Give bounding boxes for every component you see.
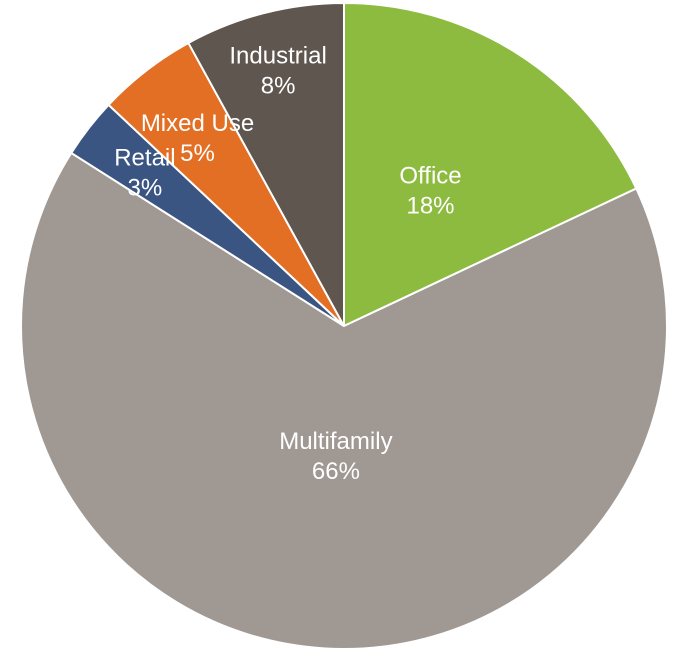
pie-labels: Office 18% Multifamily 66% Retail 3% Mixed Use…: [114, 43, 461, 485]
pie-slice-multifamily[interactable]: [20, 151, 668, 650]
pie-slice-industrial[interactable]: [187, 1, 345, 327]
slice-label-mixed-use: Mixed Use: [141, 110, 254, 137]
slice-value-industrial: 8%: [261, 73, 296, 100]
pie-slices: [20, 1, 668, 650]
slice-value-multifamily: 66%: [312, 458, 360, 485]
slice-value-office: 18%: [406, 193, 454, 220]
slice-label-multifamily: Multifamily: [279, 428, 392, 455]
slice-value-mixed-use: 5%: [180, 140, 215, 167]
slice-label-industrial: Industrial: [229, 43, 326, 70]
slice-label-retail: Retail: [114, 145, 175, 172]
slice-value-retail: 3%: [128, 175, 163, 202]
pie-slice-office[interactable]: [343, 1, 638, 328]
slice-label-office: Office: [399, 163, 461, 190]
